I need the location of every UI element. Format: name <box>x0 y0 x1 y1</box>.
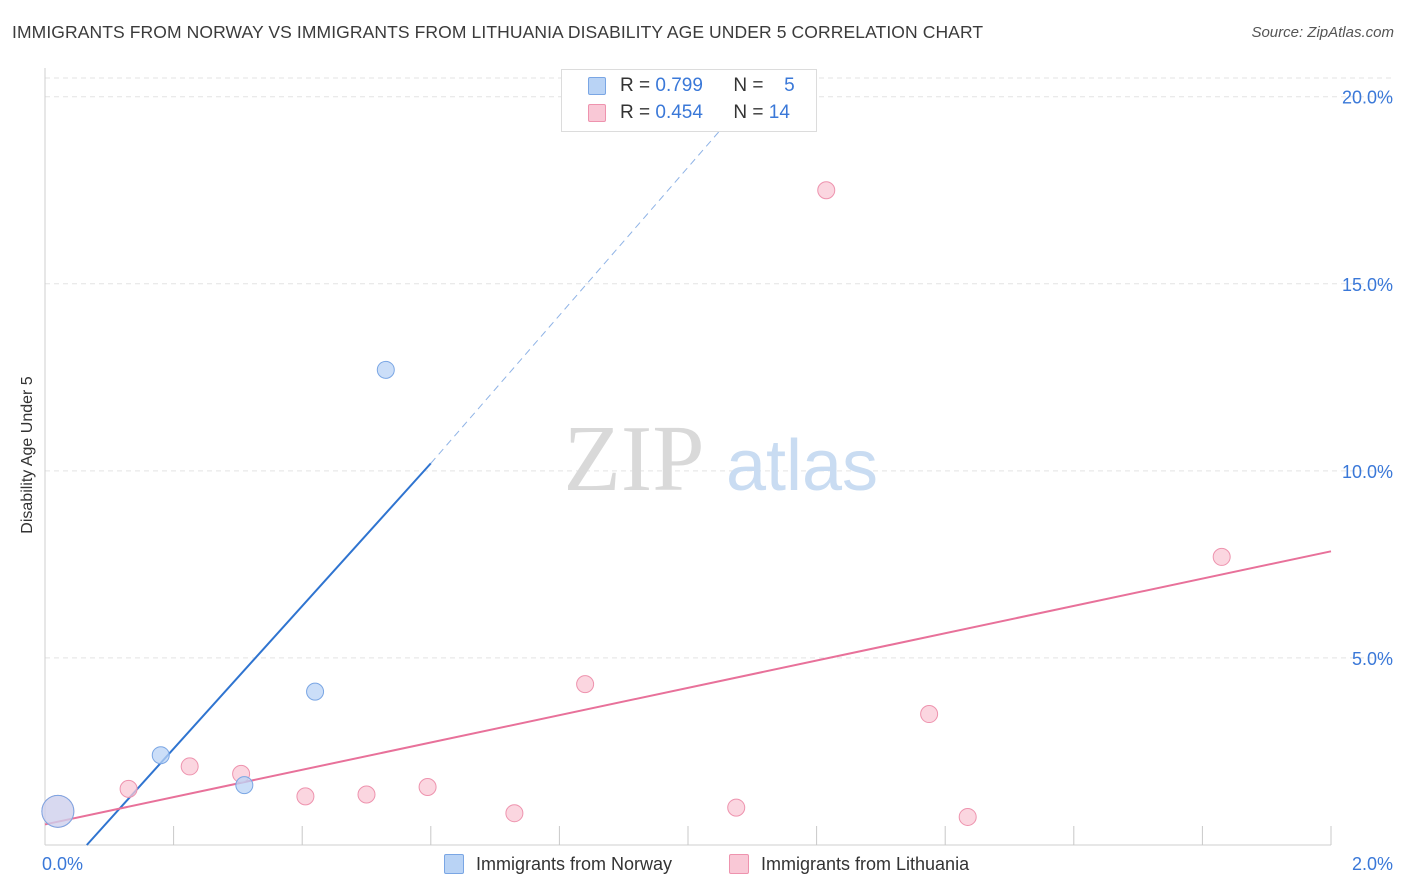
point-norway <box>306 682 325 701</box>
watermark-zip: ZIP <box>564 407 705 511</box>
trend-line-lithuania <box>44 550 1332 826</box>
point-norway <box>41 794 75 828</box>
legend-swatch-norway <box>588 77 606 95</box>
grid <box>45 77 1395 659</box>
point-norway <box>376 360 395 379</box>
y-tick-label: 15.0% <box>1342 275 1393 295</box>
legend-row-norway: R = 0.799 N = 5 <box>588 74 795 98</box>
chart-title: IMMIGRANTS FROM NORWAY VS IMMIGRANTS FRO… <box>12 22 984 42</box>
point-lithuania <box>727 798 746 817</box>
point-lithuania <box>418 778 437 797</box>
point-lithuania <box>505 804 524 823</box>
axes <box>44 68 1332 846</box>
bottom-legend-label-lithuania: Immigrants from Lithuania <box>761 853 970 874</box>
trend-line-norway <box>86 462 432 846</box>
point-norway <box>151 746 170 765</box>
legend-n-value: 14 <box>768 102 790 123</box>
point-lithuania <box>576 675 595 694</box>
y-tick-label: 10.0% <box>1342 462 1393 482</box>
legend-n-label: N = <box>733 75 769 96</box>
legend-r-value: 0.454 <box>655 102 703 123</box>
source-label: Source: ZipAtlas.com <box>1251 24 1394 41</box>
legend-r-label: R = <box>620 102 656 123</box>
bottom-legend-swatch-lithuania <box>729 854 749 874</box>
point-lithuania <box>958 807 977 826</box>
point-lithuania <box>296 787 315 806</box>
legend-swatch-lithuania <box>588 104 606 122</box>
point-lithuania <box>357 785 376 804</box>
y-axis-label: Disability Age Under 5 <box>19 376 36 534</box>
legend-r-value: 0.799 <box>655 75 703 96</box>
watermark-atlas: atlas <box>726 426 878 506</box>
x-tick-label: 0.0% <box>42 854 83 874</box>
legend-n-value: 5 <box>784 75 795 96</box>
legend-n-label: N = <box>733 102 769 123</box>
trend-line-norway-extension <box>430 122 727 464</box>
legend-r-label: R = <box>620 75 656 96</box>
correlation-legend: R = 0.799 N = 5 R = 0.454 N = 14 <box>561 69 817 132</box>
data-points <box>41 181 1231 828</box>
point-norway <box>235 776 254 795</box>
point-lithuania <box>817 181 836 200</box>
y-tick-label: 5.0% <box>1352 649 1393 669</box>
bottom-legend-norway: Immigrants from Norway <box>444 852 672 876</box>
bottom-legend-lithuania: Immigrants from Lithuania <box>729 852 969 876</box>
watermark: ZIP atlas <box>564 407 879 511</box>
bottom-legend-label-norway: Immigrants from Norway <box>476 853 673 874</box>
y-tick-label: 20.0% <box>1342 88 1393 108</box>
legend-row-lithuania: R = 0.454 N = 14 <box>588 101 795 125</box>
point-lithuania <box>1212 547 1231 566</box>
tick-labels: 5.0% 10.0% 15.0% 20.0% 0.0% 2.0% <box>42 88 1393 874</box>
point-lithuania <box>119 779 138 798</box>
x-tick-label: 2.0% <box>1352 854 1393 874</box>
trend-lines <box>44 122 1332 846</box>
point-lithuania <box>920 705 939 724</box>
point-lithuania <box>180 757 199 776</box>
bottom-legend-swatch-norway <box>444 854 464 874</box>
